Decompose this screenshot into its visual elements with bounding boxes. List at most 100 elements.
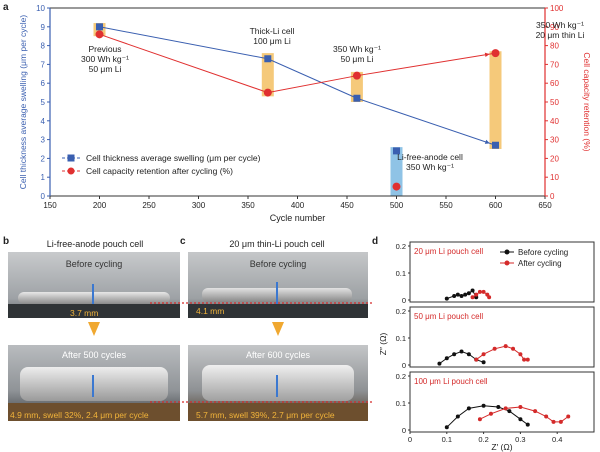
nyquist-point bbox=[481, 352, 486, 357]
panel-label-c: c bbox=[180, 236, 186, 247]
y-right-tick-label: 80 bbox=[550, 42, 559, 51]
subplot-label: 50 μm Li pouch cell bbox=[414, 312, 483, 321]
legend-label: After cycling bbox=[518, 259, 562, 268]
table-surface bbox=[8, 403, 180, 421]
nyquist-point bbox=[459, 349, 464, 354]
y-right-tick-label: 40 bbox=[550, 117, 559, 126]
x-tick-label: 200 bbox=[93, 201, 107, 210]
y-tick-label: 0.2 bbox=[396, 372, 406, 381]
data-point-swelling bbox=[264, 55, 272, 63]
y-right-tick-label: 0 bbox=[550, 192, 555, 201]
nyquist-point bbox=[466, 291, 471, 296]
nyquist-point bbox=[444, 425, 449, 430]
y-tick-label: 0.1 bbox=[396, 334, 406, 343]
y-tick-label: 0.2 bbox=[396, 307, 406, 316]
y-right-tick-label: 60 bbox=[550, 79, 559, 88]
x-tick-label: 600 bbox=[489, 201, 503, 210]
nyquist-line bbox=[479, 406, 569, 423]
data-point-retention bbox=[352, 71, 361, 80]
nyquist-point bbox=[492, 346, 497, 351]
nyquist-point bbox=[496, 405, 501, 410]
y-left-tick-label: 5 bbox=[41, 98, 46, 107]
panel-b-title: Li-free-anode pouch cell bbox=[46, 239, 144, 249]
data-point-retention bbox=[95, 30, 104, 39]
legend-label: Cell thickness average swelling (μm per … bbox=[86, 153, 261, 163]
nyquist-point bbox=[452, 293, 457, 298]
nyquist-point bbox=[518, 417, 523, 422]
y-left-tick-label: 4 bbox=[41, 117, 46, 126]
photo-c-after-measure: 5.7 mm, swell 39%, 2.7 μm per cycle bbox=[196, 410, 335, 420]
nyquist-point bbox=[551, 419, 556, 424]
table-surface bbox=[8, 304, 180, 318]
nyquist-point bbox=[477, 417, 482, 422]
x-axis-label: Z′ (Ω) bbox=[491, 442, 512, 452]
photo-b-before-caption: Before cycling bbox=[65, 259, 123, 269]
nyquist-point bbox=[488, 411, 493, 416]
y-left-tick-label: 10 bbox=[36, 4, 45, 13]
y-left-tick-label: 1 bbox=[41, 173, 46, 182]
pouch-cell-shape bbox=[18, 292, 170, 304]
x-tick-label: 0 bbox=[408, 435, 412, 444]
nyquist-point bbox=[463, 292, 468, 297]
table-surface bbox=[188, 403, 368, 421]
panel-c-title: 20 μm thin-Li pouch cell bbox=[229, 239, 325, 249]
y-tick-label: 0.1 bbox=[396, 269, 406, 278]
nyquist-point bbox=[518, 405, 523, 410]
panel-a-chart: 150 200 250 300 350 400 450 500 550 600 6500123456… bbox=[18, 4, 592, 223]
nyquist-point bbox=[518, 352, 523, 357]
y-left-tick-label: 2 bbox=[41, 154, 46, 163]
y-tick-label: 0 bbox=[402, 296, 406, 305]
x-tick-label: 250 bbox=[142, 201, 156, 210]
subplot-frame bbox=[409, 241, 595, 303]
pouch-cell-shape bbox=[20, 367, 168, 401]
photo-c-before-caption: Before cycling bbox=[249, 259, 307, 269]
x-tick-label: 400 bbox=[291, 201, 305, 210]
y-tick-label: 0.2 bbox=[396, 242, 406, 251]
legend-marker bbox=[504, 260, 510, 266]
x-tick-label: 300 bbox=[192, 201, 206, 210]
x-tick-label: 500 bbox=[390, 201, 404, 210]
pouch-cell-shape bbox=[202, 365, 354, 401]
y-right-tick-label: 20 bbox=[550, 154, 559, 163]
down-arrow-icon bbox=[88, 322, 100, 336]
y-left-tick-label: 6 bbox=[41, 79, 46, 88]
nyquist-point bbox=[466, 406, 471, 411]
photo-c-after-caption: After 600 cycles bbox=[245, 350, 311, 360]
y-tick-label: 0.1 bbox=[396, 399, 406, 408]
thickness-arrow-icon bbox=[92, 375, 94, 397]
nyquist-point bbox=[525, 357, 530, 362]
y-tick-label: 0 bbox=[402, 361, 406, 370]
nyquist-point bbox=[444, 296, 449, 301]
x-tick-label: 0.1 bbox=[442, 435, 452, 444]
annotation: Li-free-anode cell 350 Wh kg⁻¹ bbox=[397, 152, 463, 172]
nyquist-point bbox=[503, 344, 508, 349]
x-tick-label: 650 bbox=[538, 201, 552, 210]
data-point-swelling bbox=[393, 147, 400, 155]
subplot-label: 100 μm Li pouch cell bbox=[414, 377, 488, 386]
highlight-bar bbox=[261, 53, 274, 97]
photo-b-before bbox=[8, 252, 180, 318]
y-left-tick-label: 9 bbox=[41, 23, 46, 32]
y-left-tick-label: 7 bbox=[41, 60, 46, 69]
y-right-tick-label: 50 bbox=[550, 98, 559, 107]
photo-b-after-caption: After 500 cycles bbox=[61, 350, 127, 360]
legend-marker bbox=[67, 154, 75, 162]
nyquist-point bbox=[455, 292, 460, 297]
data-point-swelling bbox=[96, 23, 103, 31]
series-arrowhead bbox=[484, 52, 490, 57]
thickness-arrow-icon bbox=[92, 284, 94, 304]
nyquist-point bbox=[533, 409, 538, 414]
highlight-bar bbox=[390, 147, 403, 196]
data-point-retention bbox=[392, 182, 401, 191]
photo-c-after bbox=[188, 345, 368, 421]
highlight-bar bbox=[489, 51, 502, 149]
y-left-tick-label: 3 bbox=[41, 136, 46, 145]
nyquist-point bbox=[474, 292, 479, 297]
x-tick-label: 0.3 bbox=[515, 435, 525, 444]
nyquist-point bbox=[507, 409, 512, 414]
data-point-swelling bbox=[353, 94, 361, 102]
photo-c-before-measure: 4.1 mm bbox=[196, 306, 225, 316]
y-left-tick-label: 8 bbox=[41, 42, 46, 51]
y-tick-label: 0 bbox=[402, 426, 406, 435]
thickness-arrow-icon bbox=[276, 282, 278, 304]
